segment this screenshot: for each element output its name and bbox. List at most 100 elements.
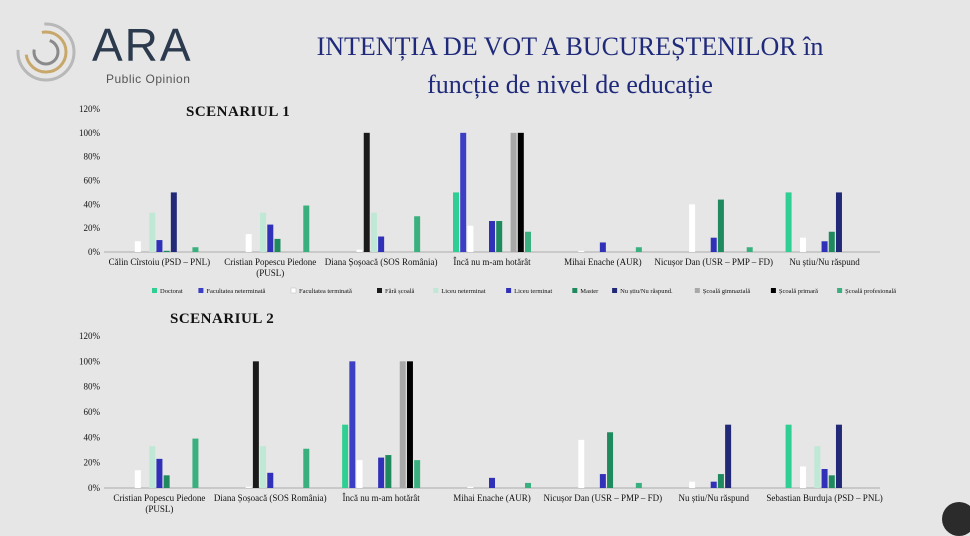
legend-label: Nu știu/Nu răspund. <box>620 288 673 295</box>
legend-swatch <box>572 288 578 293</box>
bar <box>799 237 806 252</box>
bar <box>303 448 310 488</box>
bar <box>156 240 163 252</box>
bar <box>607 432 614 488</box>
y-tick-label: 40% <box>84 199 101 209</box>
x-tick-label: Mihai Enache (AUR) <box>564 257 641 267</box>
corner-circle <box>942 502 970 536</box>
x-tick-label-line: Diana Șoșoacă (SOS România) <box>214 493 327 503</box>
legend-label: Școală gimnazială <box>703 288 751 295</box>
legend-swatch <box>694 288 700 293</box>
bar <box>821 241 828 252</box>
y-tick-label: 40% <box>84 432 101 442</box>
x-tick-label-line: Mihai Enache (AUR) <box>453 493 530 503</box>
bar <box>414 216 421 252</box>
bar <box>260 446 267 488</box>
legend-label: Școală primară <box>779 288 818 295</box>
bar <box>342 424 349 488</box>
x-tick-label-line: Călin Cîrstoiu (PSD – PNL) <box>109 257 211 267</box>
legend-label: Liceu terminat <box>514 288 552 295</box>
bar <box>414 460 421 488</box>
bar <box>267 224 274 252</box>
bar <box>385 455 392 488</box>
bar <box>525 482 531 488</box>
bar <box>134 241 141 252</box>
x-tick-label: Nicușor Dan (USR – PMP – FD) <box>544 493 663 503</box>
bar <box>406 361 413 488</box>
legend-label: Master <box>580 288 599 295</box>
bar <box>252 361 259 488</box>
logo-subtitle: Public Opinion <box>106 72 191 86</box>
bar <box>149 446 156 488</box>
bar <box>710 481 717 488</box>
bar <box>496 221 503 252</box>
bar <box>192 247 199 252</box>
bar <box>467 486 474 488</box>
x-tick-label: Încă nu m-am hotărât <box>343 493 421 503</box>
x-tick-label: Mihai Enache (AUR) <box>453 493 530 503</box>
bar <box>356 460 363 488</box>
bar <box>378 457 385 488</box>
y-tick-label: 80% <box>84 152 101 162</box>
bar <box>267 472 274 488</box>
x-tick-label-line: (PUSL) <box>145 504 173 514</box>
page-title-line2: funcție de nivel de educație <box>427 70 713 99</box>
y-tick-label: 60% <box>84 407 101 417</box>
x-tick-label: Călin Cîrstoiu (PSD – PNL) <box>109 257 211 267</box>
x-tick-label-line: Încă nu m-am hotărât <box>343 493 421 503</box>
bar <box>799 466 806 488</box>
x-tick-label: Nu știu/Nu răspund <box>789 257 860 267</box>
x-tick-label: Diana Șoșoacă (SOS România) <box>214 493 327 503</box>
bar <box>378 236 385 252</box>
bar <box>835 192 842 252</box>
x-tick-label-line: Încă nu m-am hotărât <box>453 257 531 267</box>
y-tick-label: 20% <box>84 458 101 468</box>
x-tick-label-line: Cristian Popescu Piedone <box>113 493 205 503</box>
x-tick-label: Diana Șoșoacă (SOS România) <box>325 257 438 267</box>
bar <box>835 424 842 488</box>
x-tick-label: Cristian Popescu Piedone (PUSL) <box>224 257 316 278</box>
bar <box>460 132 467 252</box>
bar <box>599 242 606 252</box>
bar <box>821 469 828 488</box>
y-tick-label: 0% <box>88 247 101 257</box>
legend-swatch <box>433 288 439 293</box>
x-tick-label: Încă nu m-am hotărât <box>453 257 531 267</box>
bar <box>578 250 585 252</box>
scenario1-title: SCENARIUL 1 <box>186 104 291 120</box>
y-tick-label: 20% <box>84 223 101 233</box>
y-tick-label: 120% <box>79 331 101 341</box>
bar <box>510 132 517 252</box>
legend-swatch <box>377 288 382 293</box>
x-tick-label: Sebastian Burduja (PSD – PNL) <box>766 493 883 503</box>
bar <box>785 424 792 488</box>
bar <box>525 231 531 252</box>
bar <box>260 212 267 252</box>
bar <box>578 439 585 488</box>
y-tick-label: 0% <box>88 483 101 493</box>
y-tick-label: 100% <box>79 356 101 366</box>
legend-swatch <box>198 288 204 293</box>
legend-swatch <box>290 287 297 294</box>
bar <box>303 205 310 252</box>
bar <box>710 237 717 252</box>
bar <box>689 204 696 252</box>
x-tick-label-line: (PUSL) <box>256 268 284 278</box>
bar <box>517 132 524 252</box>
bar <box>489 221 495 252</box>
bar <box>149 212 156 252</box>
x-tick-label-line: Sebastian Burduja (PSD – PNL) <box>766 493 883 503</box>
scenario2-title: SCENARIUL 2 <box>170 311 275 327</box>
bar <box>746 247 753 252</box>
y-tick-label: 120% <box>79 104 101 114</box>
bar <box>635 482 642 488</box>
legend-swatch <box>770 288 776 293</box>
legend: Doctorat Facultatea neterminată Facultatea… <box>152 287 896 295</box>
bar <box>156 458 163 488</box>
legend-label: Doctorat <box>160 288 183 295</box>
bar <box>689 481 696 488</box>
bar <box>717 474 724 488</box>
legend-label: Liceu neterminat <box>441 288 485 295</box>
bar <box>828 231 835 252</box>
x-tick-label-line: Nicușor Dan (USR – PMP – FD) <box>654 257 773 267</box>
